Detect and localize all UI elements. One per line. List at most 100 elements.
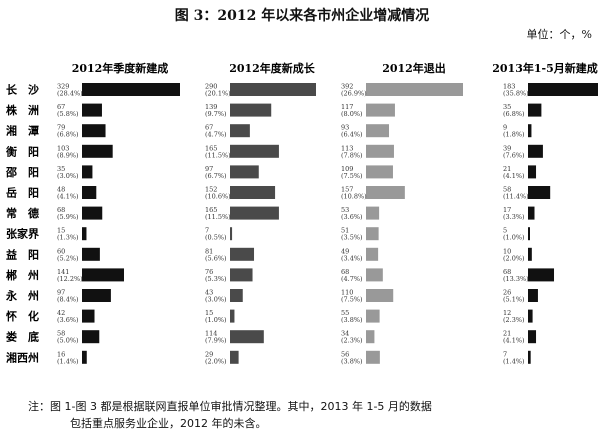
value-label: 68 — [341, 268, 349, 276]
category-label: 衡 阳 — [6, 144, 39, 158]
value-label: 17 — [503, 206, 511, 214]
percent-label: (3.0%) — [205, 296, 227, 304]
bar — [528, 309, 533, 323]
bar — [366, 268, 383, 282]
value-label: 9 — [503, 124, 507, 132]
percent-label: (1.0%) — [503, 234, 525, 242]
value-label: 29 — [205, 350, 213, 358]
bar — [528, 350, 531, 364]
percent-label: (3.6%) — [57, 316, 79, 324]
bar — [366, 289, 394, 302]
percent-label: (7.5%) — [341, 172, 363, 180]
percent-label: (3.8%) — [341, 316, 363, 324]
value-label: 12 — [503, 309, 511, 317]
value-label: 79 — [57, 124, 65, 132]
percent-label: (10.8%) — [341, 193, 367, 201]
percent-label: (4.7%) — [341, 275, 363, 283]
percent-label: (8.9%) — [57, 151, 79, 159]
bar — [528, 206, 535, 220]
percent-label: (5.8%) — [57, 110, 79, 118]
value-label: 60 — [57, 247, 65, 255]
category-label: 益 阳 — [6, 247, 39, 261]
value-label: 139 — [205, 103, 217, 111]
bar — [366, 83, 463, 96]
value-label: 392 — [341, 83, 353, 91]
value-label: 39 — [503, 144, 511, 152]
category-label: 湘西州 — [6, 350, 39, 364]
percent-label: (2.0%) — [205, 357, 227, 365]
category-label: 怀 化 — [6, 309, 39, 323]
value-label: 103 — [57, 144, 69, 152]
category-label: 长 沙 — [6, 83, 39, 97]
percent-label: (12.2%) — [57, 275, 83, 283]
bar — [528, 103, 542, 117]
percent-label: (0.5%) — [205, 234, 227, 242]
percent-label: (5.0%) — [57, 337, 79, 345]
value-label: 117 — [341, 103, 353, 111]
percent-label: (5.3%) — [205, 275, 227, 283]
value-label: 110 — [341, 289, 353, 297]
percent-label: (5.2%) — [57, 254, 79, 262]
value-label: 93 — [341, 124, 349, 132]
value-label: 34 — [341, 330, 349, 338]
value-label: 329 — [57, 83, 69, 91]
bar — [366, 330, 375, 344]
bar — [366, 124, 390, 138]
value-label: 97 — [205, 165, 213, 173]
percent-label: (7.5%) — [341, 296, 363, 304]
percent-label: (1.0%) — [205, 316, 227, 324]
footnote: 注：图 1-图 3 都是根据联网直报单位审批情况整理。其中，2013 年 1-5… — [28, 398, 432, 432]
percent-label: (11.4%) — [503, 193, 529, 201]
value-label: 21 — [503, 330, 511, 338]
value-label: 109 — [341, 165, 353, 173]
percent-label: (1.4%) — [57, 357, 79, 365]
percent-label: (4.1%) — [503, 337, 525, 345]
percent-label: (6.8%) — [57, 131, 79, 139]
percent-label: (2.3%) — [341, 337, 363, 345]
bar — [82, 309, 95, 323]
value-label: 21 — [503, 165, 511, 173]
percent-label: (5.9%) — [57, 213, 79, 221]
percent-label: (7.6%) — [503, 151, 525, 159]
value-label: 67 — [57, 103, 65, 111]
bar — [82, 227, 87, 241]
value-label: 183 — [503, 83, 515, 91]
value-label: 165 — [205, 206, 217, 214]
bar — [230, 124, 250, 138]
percent-label: (9.7%) — [205, 110, 227, 118]
bar — [528, 227, 530, 241]
bar — [82, 144, 113, 158]
bar — [82, 124, 106, 138]
category-label: 娄 底 — [6, 330, 39, 344]
bar — [366, 103, 395, 117]
percent-label: (5.6%) — [205, 254, 227, 262]
percent-label: (28.4%) — [57, 90, 83, 98]
value-label: 55 — [341, 309, 349, 317]
percent-label: (35.8%) — [503, 90, 529, 98]
percent-label: (4.7%) — [205, 131, 227, 139]
bar — [230, 144, 279, 158]
bar — [82, 289, 111, 302]
value-label: 7 — [503, 350, 507, 358]
bar — [366, 144, 394, 158]
value-label: 165 — [205, 144, 217, 152]
bar — [366, 165, 393, 179]
percent-label: (11.5%) — [205, 213, 231, 221]
bar — [230, 186, 276, 199]
bar — [82, 268, 124, 282]
value-label: 81 — [205, 247, 213, 255]
percent-label: (1.8%) — [503, 131, 525, 139]
value-label: 152 — [205, 186, 217, 194]
category-label: 湘 潭 — [6, 124, 39, 138]
percent-label: (1.4%) — [503, 357, 525, 365]
bar — [82, 103, 102, 117]
bar — [82, 247, 100, 261]
value-label: 58 — [503, 186, 511, 194]
bar — [230, 289, 243, 302]
category-label: 邵 阳 — [5, 165, 39, 179]
percent-label: (3.6%) — [341, 213, 363, 221]
percent-label: (4.1%) — [503, 172, 525, 180]
category-label: 张家界 — [6, 227, 39, 241]
value-label: 53 — [341, 206, 349, 214]
